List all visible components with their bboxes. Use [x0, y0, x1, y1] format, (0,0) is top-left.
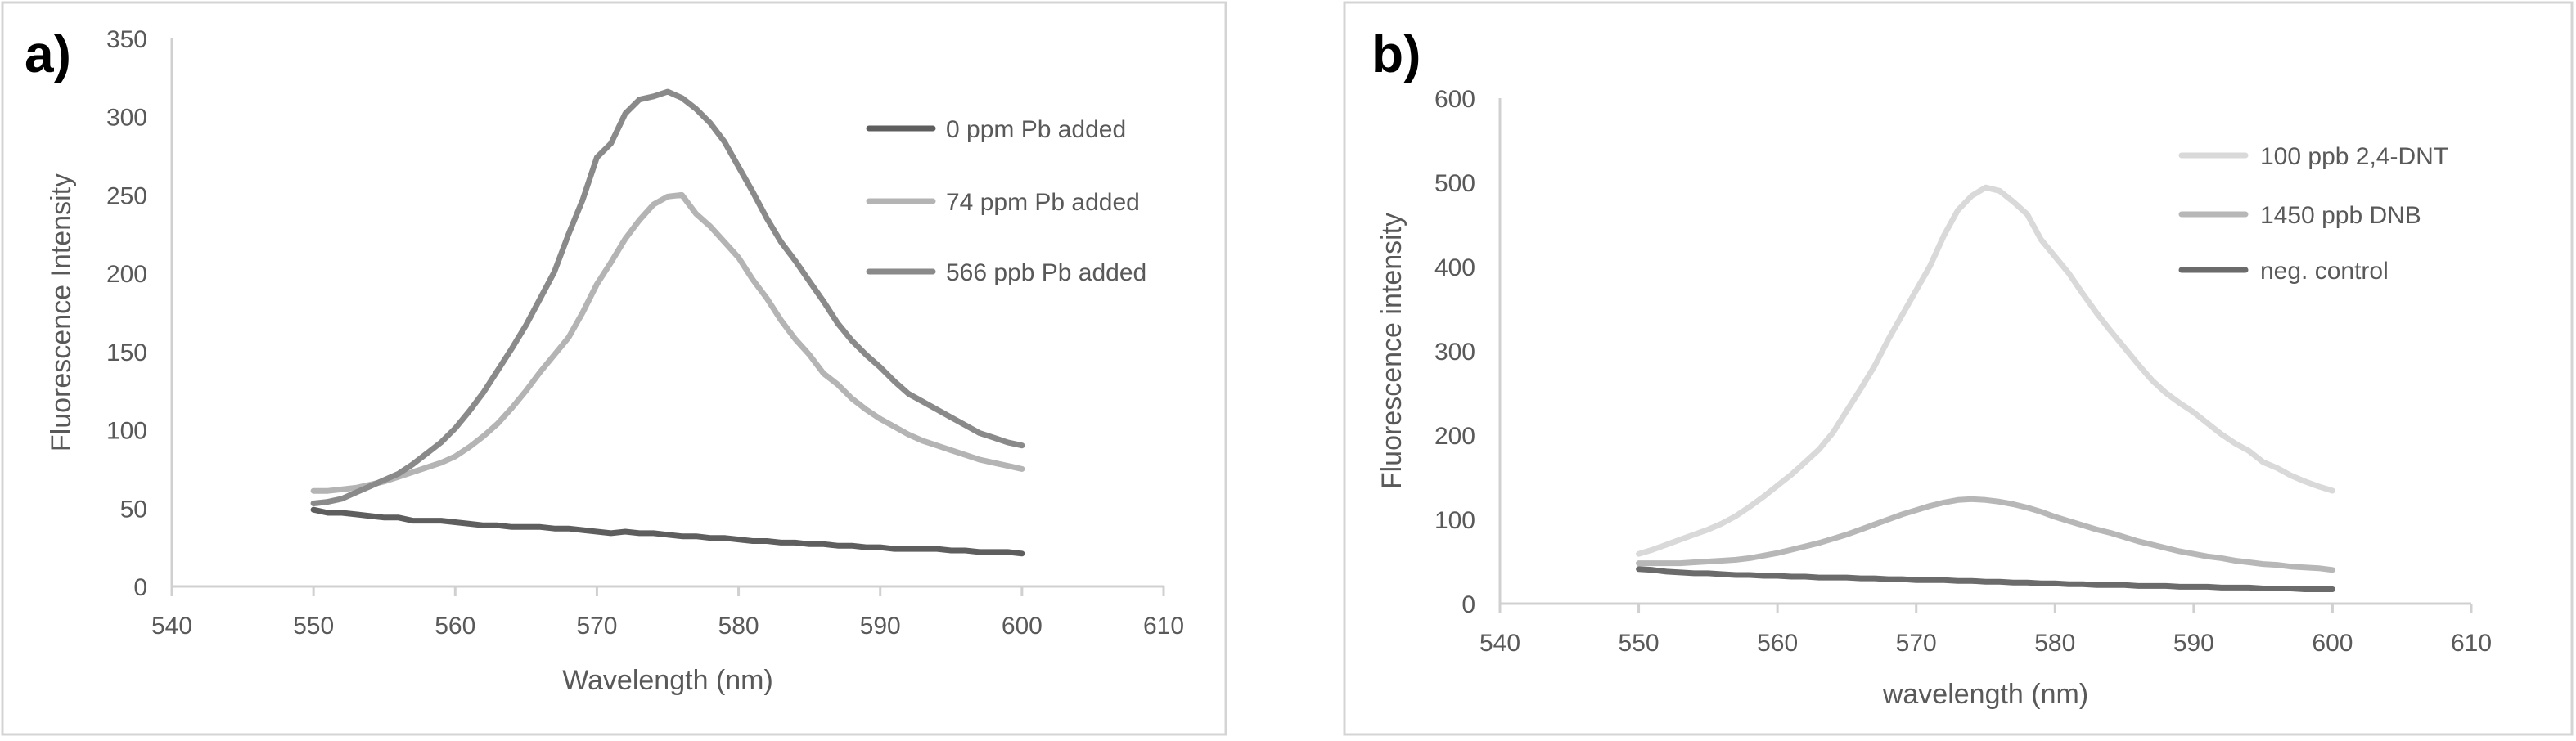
x-tick-label: 540: [151, 613, 192, 640]
y-axis-title: Fluorescence Intensity: [46, 173, 77, 451]
legend-label-2: 1450 ppb DNB: [2260, 202, 2421, 229]
x-tick-label: 610: [2451, 630, 2492, 657]
y-tick-label: 600: [1434, 86, 1475, 113]
y-tick-label: 0: [133, 574, 147, 601]
chart-frame: [1343, 1, 2574, 736]
x-tick-label: 590: [860, 613, 901, 640]
y-tick-label: 250: [106, 182, 147, 209]
x-tick-label: 580: [718, 613, 759, 640]
x-tick-label: 610: [1143, 613, 1184, 640]
chart-frame: [1, 1, 1227, 736]
series-line-2: [310, 191, 1025, 494]
series-line-1: [310, 506, 1025, 557]
x-tick-label: 570: [1896, 630, 1937, 657]
x-tick-label: 560: [435, 613, 475, 640]
y-tick-label: 50: [120, 496, 147, 523]
chart-panel-a: 540 550 560 570 580 590 600 610 0 50 100 150 200 250 3…: [1, 1, 1227, 736]
x-tick-label: 590: [2173, 630, 2214, 657]
x-tick-label: 600: [2312, 630, 2353, 657]
legend-label-2: 74 ppm Pb added: [946, 189, 1140, 216]
legend-label-1: 0 ppm Pb added: [946, 116, 1126, 143]
legend-label-1: 100 ppb 2,4-DNT: [2260, 143, 2448, 170]
y-tick-label: 300: [1434, 339, 1475, 366]
series-line-2: [1636, 496, 2335, 573]
x-tick-label: 550: [293, 613, 334, 640]
x-tick-label: 580: [2034, 630, 2075, 657]
series-line-3: [1636, 566, 2335, 592]
series-line-3: [310, 88, 1025, 506]
y-tick-label: 200: [106, 261, 147, 288]
chart-panel-b: 540 550 560 570 580 590 600 610 0 100 200 300 400 500…: [1343, 1, 2574, 736]
y-tick-label: 0: [1461, 591, 1475, 618]
series-line-1: [1636, 184, 2335, 557]
y-tick-label: 300: [106, 105, 147, 132]
y-tick-label: 200: [1434, 423, 1475, 450]
y-tick-label: 100: [106, 418, 147, 445]
y-axis-title: Fluorescence intensity: [1376, 213, 1407, 489]
legend-label-3: 566 ppb Pb added: [946, 259, 1146, 286]
y-tick-label: 100: [1434, 507, 1475, 534]
x-tick-label: 550: [1619, 630, 1660, 657]
y-tick-label: 150: [106, 339, 147, 366]
y-tick-label: 350: [106, 26, 147, 53]
x-tick-label: 540: [1479, 630, 1520, 657]
x-tick-label: 570: [576, 613, 617, 640]
legend-label-3: neg. control: [2260, 258, 2389, 285]
x-axis-title: Wavelength (nm): [562, 665, 773, 696]
x-tick-label: 600: [1002, 613, 1043, 640]
y-tick-label: 500: [1434, 170, 1475, 197]
y-tick-label: 400: [1434, 254, 1475, 281]
panel-label: b): [1371, 25, 1421, 83]
x-tick-label: 560: [1757, 630, 1798, 657]
panel-label: a): [25, 25, 71, 83]
x-axis-title: wavelength (nm): [1882, 679, 2088, 710]
